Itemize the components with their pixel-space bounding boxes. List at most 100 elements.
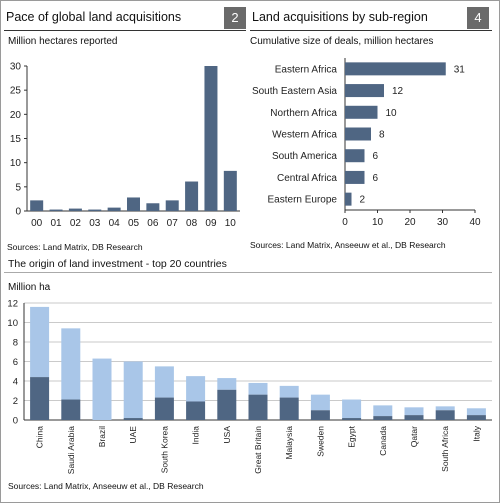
chart2-x-tick-label: 30 [437, 217, 449, 228]
chart3-category-label: Egypt [347, 425, 357, 447]
chart2-category-label: Northern Africa [270, 108, 337, 119]
chart1-x-tick-label: 00 [31, 218, 43, 229]
chart3-bar-segment-dark [310, 410, 330, 420]
chart2-bar [345, 192, 352, 206]
chart2-bar [345, 127, 371, 141]
chart3-bar-segment-light [186, 376, 206, 402]
chart3-bar-segment-light [248, 382, 268, 395]
chart1-bar [49, 209, 63, 211]
chart2-data-label: 2 [360, 195, 366, 206]
chart1-bar [146, 203, 160, 211]
chart1-y-tick-label: 10 [10, 158, 22, 169]
chart3-bar-segment-light [373, 405, 393, 417]
chart3-bar-segment-light [310, 394, 330, 411]
chart-sub-region: 0 10 20 30 40 Eastern Africa 31 South Eastern A… [252, 58, 481, 228]
chart3-category-label: China [35, 426, 45, 448]
chart3-bar-segment-dark [61, 399, 81, 420]
chart3-category-label: South Africa [440, 426, 450, 472]
panel3-source: Sources: Land Matrix, Anseeuw et al., DB… [8, 481, 204, 491]
panel2-title-rule [250, 30, 492, 31]
chart3-category-label: Canada [378, 426, 388, 456]
chart2-x-tick-label: 10 [372, 217, 384, 228]
chart3-category-label: Great Britain [253, 426, 263, 474]
chart3-category-label: Sweden [315, 426, 325, 457]
chart2-category-label: Western Africa [272, 130, 337, 141]
chart3-bar-segment-dark [404, 415, 424, 420]
chart1-y-tick-label: 0 [15, 207, 21, 218]
chart2-data-label: 6 [373, 173, 379, 184]
chart1-bar [127, 197, 140, 211]
chart3-bar-segment-dark [342, 418, 362, 420]
chart3-category-label: UAE [128, 426, 138, 444]
chart3-bar-segment-light [30, 306, 50, 378]
chart1-x-tick-label: 06 [147, 218, 159, 229]
chart2-bar [345, 84, 384, 98]
panel3-subtitle: Million ha [8, 282, 51, 293]
chart3-bar-segment-dark [30, 377, 50, 420]
chart3-bar-segment-light [466, 408, 486, 416]
chart3-bar-segment-light [404, 407, 424, 416]
chart3-bar-segment-dark [186, 401, 206, 420]
chart3-y-tick-label: 12 [7, 299, 18, 310]
chart2-x-tick-label: 40 [469, 217, 481, 228]
panel1-subtitle: Million hectares reported [8, 36, 118, 47]
chart1-x-tick-label: 07 [167, 218, 179, 229]
chart3-y-tick-label: 6 [13, 357, 18, 368]
chart1-x-tick-label: 02 [70, 218, 82, 229]
chart1-bar [88, 209, 102, 211]
chart1-x-tick-label: 10 [225, 218, 237, 229]
chart3-category-label: Malaysia [284, 426, 294, 460]
chart3-category-label: Saudi Arabia [66, 426, 76, 474]
chart2-data-label: 8 [379, 130, 385, 141]
chart3-bar-segment-light [217, 378, 237, 390]
panel1-title: Pace of global land acquisitions [6, 10, 182, 24]
chart1-bar [204, 66, 218, 211]
chart3-bar-segment-light [92, 358, 112, 420]
chart1-bar [107, 207, 121, 211]
chart1-bar [185, 181, 199, 211]
chart2-bar [345, 62, 446, 76]
chart2-data-label: 12 [392, 86, 404, 97]
chart1-x-tick-label: 04 [109, 218, 121, 229]
chart1-x-tick-label: 03 [89, 218, 101, 229]
chart2-category-label: South Eastern Asia [252, 86, 337, 97]
chart1-y-tick-label: 30 [10, 62, 22, 73]
chart2-bar [345, 105, 378, 119]
chart2-data-label: 6 [373, 151, 379, 162]
chart2-bar [345, 170, 365, 184]
chart2-category-label: Central Africa [277, 173, 337, 184]
chart3-y-tick-label: 2 [13, 396, 18, 407]
chart2-category-label: Eastern Africa [275, 64, 338, 75]
chart3-bar-segment-light [435, 406, 455, 411]
chart3-bar-segment-light [342, 399, 362, 419]
chart3-y-tick-label: 0 [13, 416, 18, 427]
chart1-x-tick-label: 08 [186, 218, 198, 229]
chart3-category-label: India [191, 426, 201, 445]
chart1-y-tick-label: 20 [10, 110, 22, 121]
chart1-bar [68, 208, 82, 211]
chart1-y-tick-label: 5 [15, 182, 21, 193]
chart3-y-tick-label: 8 [13, 338, 18, 349]
chart1-x-tick-label: 01 [50, 218, 62, 229]
chart3-category-label: Brazil [97, 426, 107, 447]
chart3-category-label: Qatar [409, 426, 419, 447]
chart3-bar-segment-light [279, 385, 299, 398]
chart3-bar-segment-light [154, 366, 174, 398]
chart2-bar [345, 149, 365, 163]
chart2-data-label: 31 [454, 64, 466, 75]
chart3-bar-segment-dark [154, 397, 174, 420]
chart2-category-label: Eastern Europe [268, 195, 338, 206]
chart2-category-label: South America [272, 151, 337, 162]
chart1-bar [165, 200, 179, 211]
chart3-bar-segment-light [123, 361, 143, 419]
chart3-bar-segment-light [61, 328, 81, 400]
chart1-x-tick-label: 05 [128, 218, 140, 229]
chart2-data-label: 10 [386, 108, 398, 119]
panel2-number-badge: 4 [467, 7, 489, 29]
chart3-bar-segment-dark [373, 416, 393, 420]
chart2-x-tick-label: 20 [404, 217, 416, 228]
chart3-category-label: South Korea [159, 426, 169, 474]
chart3-category-label: Italy [471, 425, 481, 441]
